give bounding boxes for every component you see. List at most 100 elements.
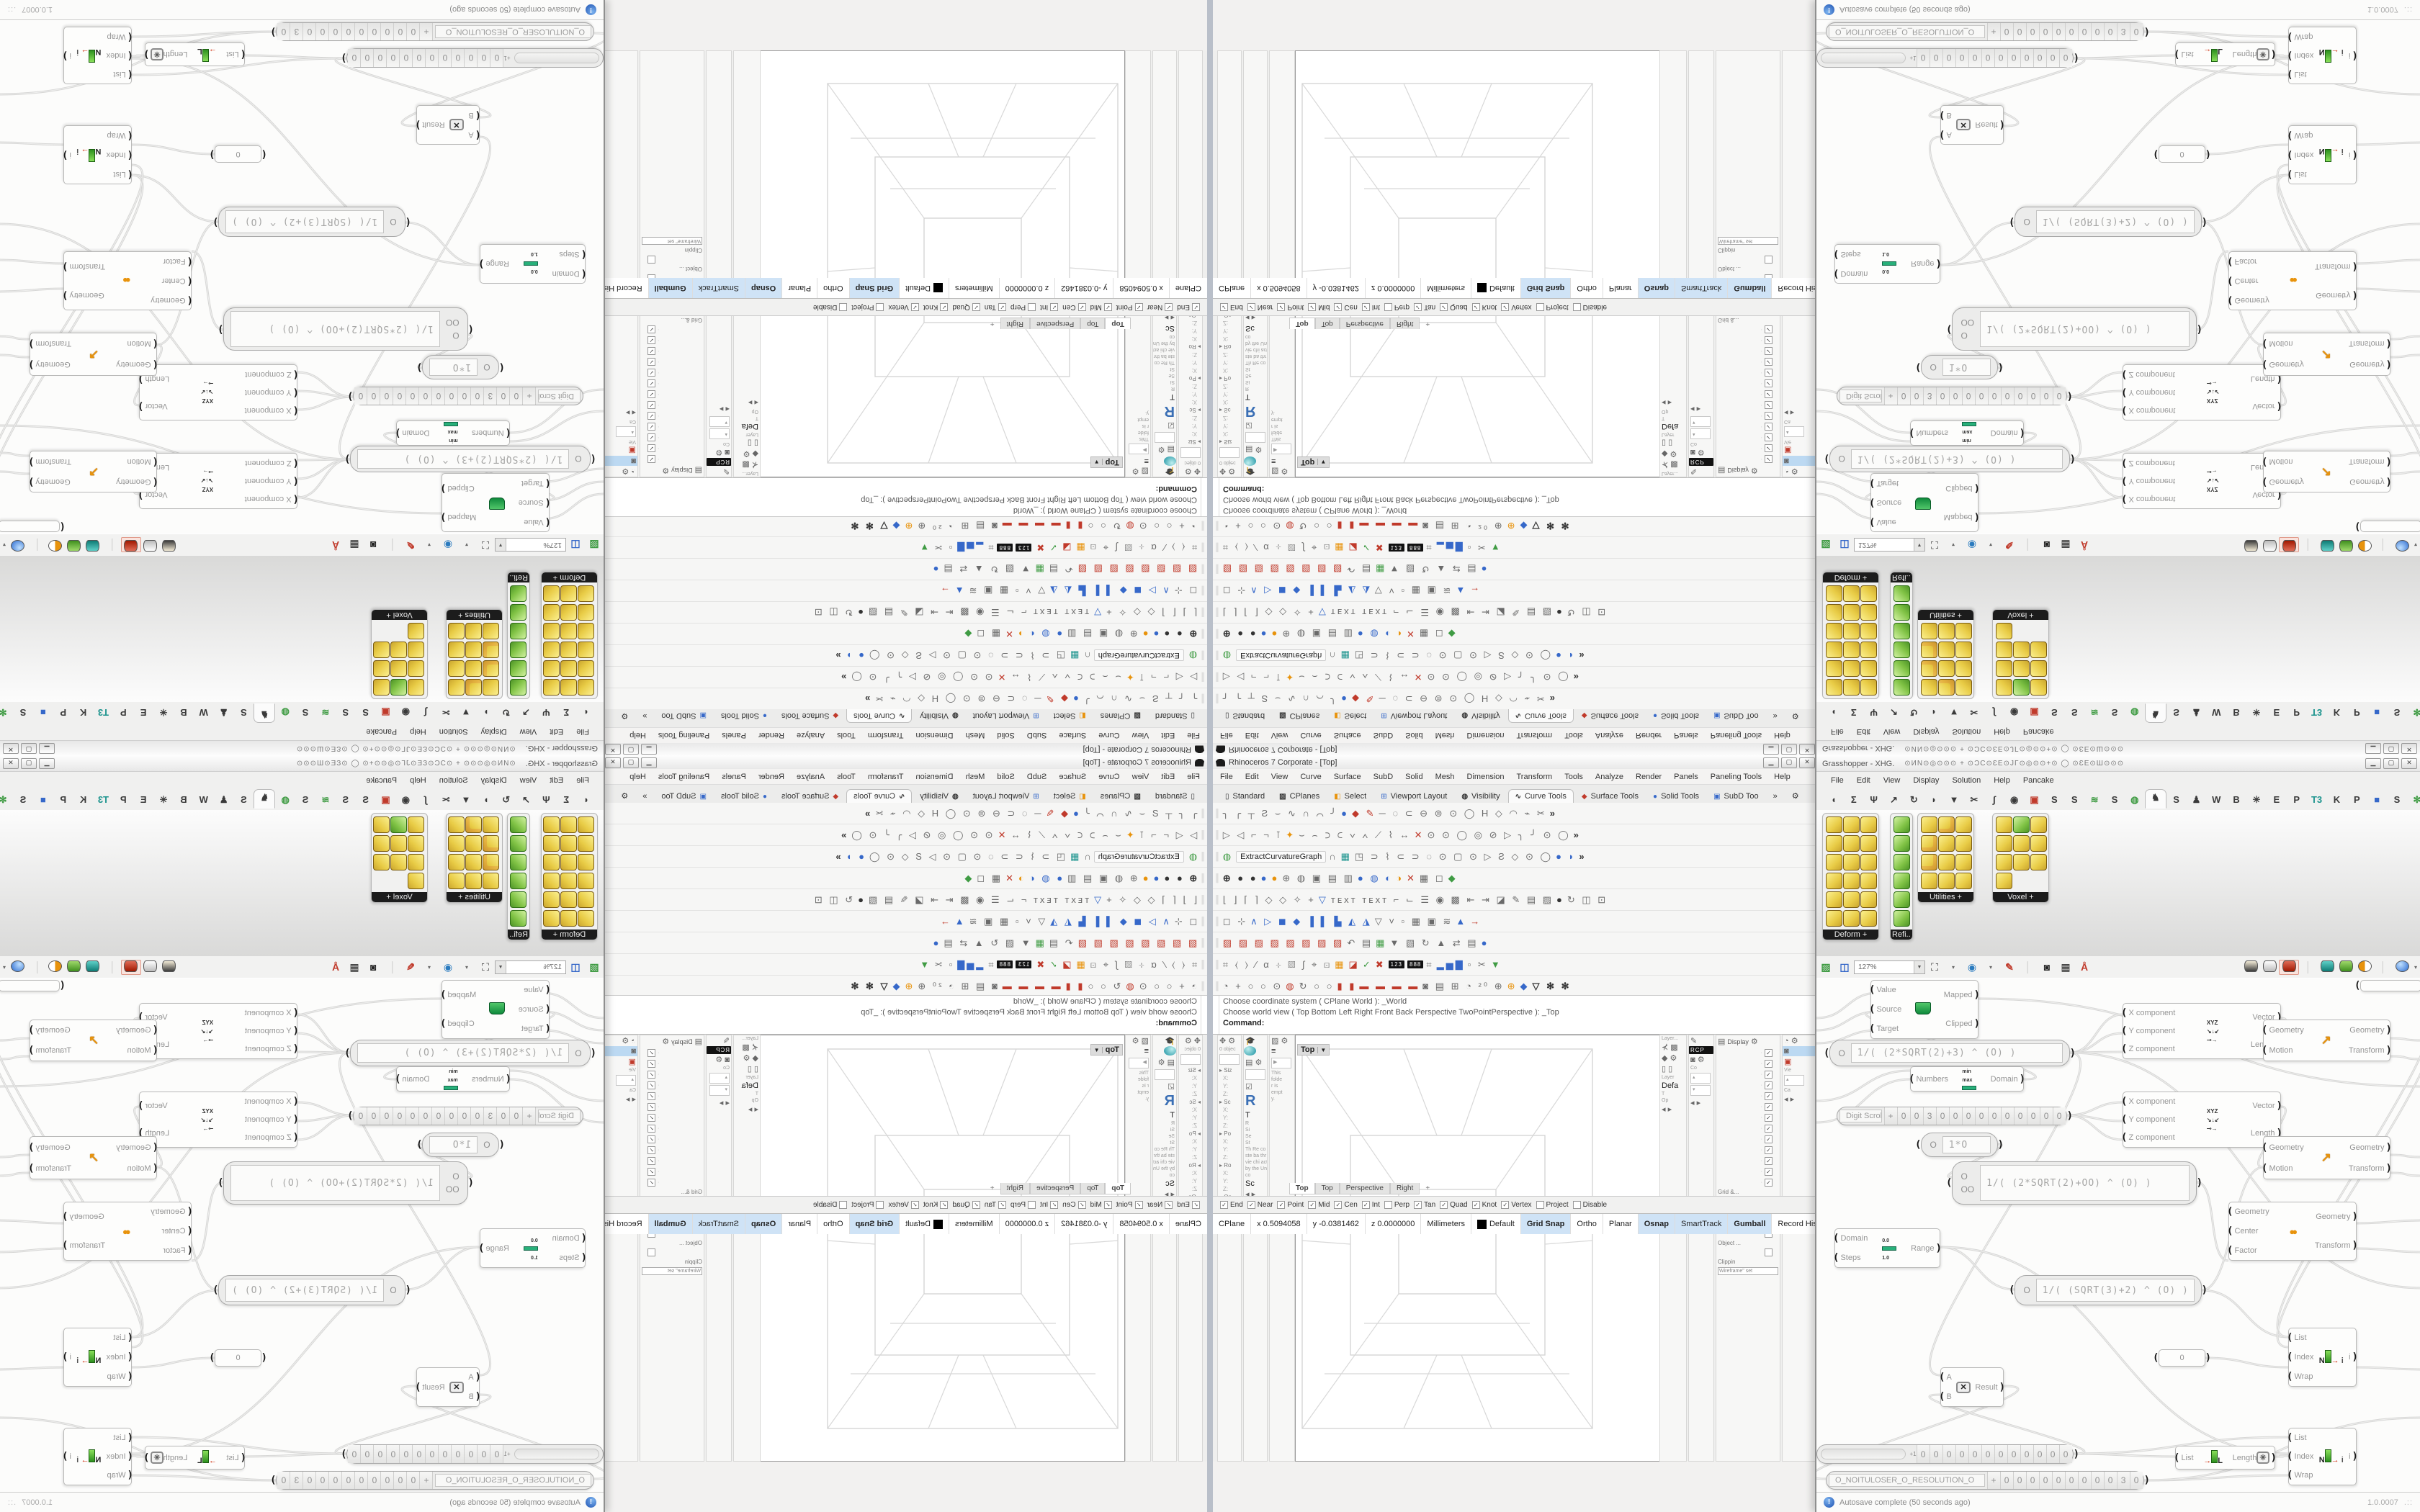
- toolbar-icons[interactable]: ∩: [1329, 650, 1338, 661]
- input-port[interactable]: (: [2227, 1206, 2233, 1218]
- component-icon[interactable]: [483, 816, 499, 833]
- toolbar-icons[interactable]: ⌗: [1426, 542, 1434, 554]
- toolbar-icons[interactable]: ● ◗: [1556, 851, 1577, 862]
- component-icon[interactable]: [1843, 642, 1860, 658]
- gh-tab-13[interactable]: ≋: [2090, 793, 2099, 805]
- osnap-toggle-vertex[interactable]: ✓ Vertex: [888, 1201, 919, 1209]
- component-icon[interactable]: [560, 604, 577, 621]
- toolbar-icons[interactable]: ⌗ ⟨ ⟩ ∕ α ⊹ ▨ ∫ ⌖ ⊡: [1222, 958, 1332, 970]
- viewport-tab-top[interactable]: Top: [1105, 1183, 1131, 1194]
- save-file-icon[interactable]: ◫: [1839, 960, 1850, 973]
- node-output[interactable]: Mapped): [1944, 989, 1980, 1001]
- toolbar-grip-icon[interactable]: ║: [1214, 586, 1220, 595]
- scroller-digit[interactable]: 0: [497, 1107, 511, 1125]
- axes-widget-icon[interactable]: Å: [331, 539, 340, 551]
- status-cell-cplane[interactable]: CPlane: [1213, 278, 1252, 298]
- menu-item-tools[interactable]: Tools: [837, 731, 856, 740]
- checkbox-checked[interactable]: ✓: [647, 1168, 655, 1176]
- menu-item-analyze[interactable]: Analyze: [1595, 731, 1624, 740]
- node-input[interactable]: (X component: [245, 1007, 299, 1019]
- input-port[interactable]: (: [1869, 497, 1876, 509]
- gh-tab-23[interactable]: P: [2293, 707, 2300, 718]
- slider-digit[interactable]: 0: [2045, 49, 2059, 67]
- node-input[interactable]: (Steps: [552, 248, 587, 260]
- toolbar-icons[interactable]: ᴛᴇxᴛ ᴛᴇxᴛ ⌐ ⌙ ☰ ◉ ▩ ⇤ ⇥ ◪ ✎ ▤ ▨: [1330, 894, 1554, 905]
- toolbar-icons[interactable]: ▨ ▨ ▨ ▨ ▨ ▨ ▨ ▨: [1222, 937, 1345, 948]
- node-output[interactable]: Geometry): [2349, 1025, 2392, 1036]
- gh-tab-22[interactable]: E: [140, 707, 147, 718]
- slider-digit[interactable]: 0: [374, 49, 387, 67]
- output-port[interactable]: ): [1973, 989, 1980, 1001]
- toolbar-icons[interactable]: ▽: [1092, 607, 1102, 618]
- toolbar-icons[interactable]: ✕: [995, 672, 1006, 683]
- gh-tab-20[interactable]: B: [180, 794, 187, 805]
- gamepad-icon[interactable]: ▦: [2061, 960, 2071, 973]
- menu-item-dimension[interactable]: Dimension: [1466, 772, 1505, 781]
- checkbox-unchecked[interactable]: [876, 303, 884, 311]
- toolbar-icons[interactable]: ∩: [1329, 851, 1338, 862]
- gh-tab-4[interactable]: ↻: [502, 707, 511, 719]
- gh-tab-22[interactable]: E: [140, 794, 147, 805]
- node-input[interactable]: (Numbers: [1909, 428, 1948, 439]
- palette-group-label[interactable]: Voxel +: [372, 892, 427, 902]
- camera-icon[interactable]: ◙: [369, 961, 377, 973]
- component-icon[interactable]: [1860, 585, 1877, 602]
- gh-menu-item-view[interactable]: View: [1883, 727, 1901, 736]
- expression-text[interactable]: 1*O: [429, 359, 478, 376]
- toolbar-icons[interactable]: ● ◍ ◐: [1357, 629, 1394, 640]
- gh-tab-20[interactable]: B: [2233, 707, 2240, 718]
- palette-group-label[interactable]: Utilities +: [1918, 610, 1973, 620]
- viewport-tab-right[interactable]: Right: [1389, 318, 1420, 329]
- gh-menu-item-pancake[interactable]: Pancake: [2022, 727, 2054, 736]
- component-icon[interactable]: [1921, 660, 1937, 677]
- scroller-digit[interactable]: 3: [484, 387, 498, 405]
- component-icon[interactable]: [578, 604, 594, 621]
- osnap-toggle-project[interactable]: Project: [851, 1201, 884, 1209]
- component-icon[interactable]: [543, 585, 560, 602]
- osnap-toggle-mid[interactable]: ✓ Mid: [1090, 303, 1112, 311]
- input-port[interactable]: (: [2262, 456, 2268, 467]
- status-cell-default[interactable]: Default: [899, 1214, 949, 1234]
- viewport-tab-top[interactable]: Top: [1289, 1183, 1315, 1194]
- checkbox-checked[interactable]: ✓: [1765, 1060, 1773, 1068]
- toolbar-icons[interactable]: ⊕ ◍ ▣ ▤ ▥: [1065, 872, 1138, 883]
- checkbox-checked[interactable]: ✓: [1765, 433, 1773, 441]
- osnap-toggle-cen[interactable]: ✓ Cen: [1062, 1201, 1086, 1209]
- palette-group-label[interactable]: Voxel +: [1993, 610, 2048, 620]
- palette-group-label[interactable]: Refi..: [508, 930, 529, 940]
- node-input[interactable]: (Wrap: [2287, 130, 2313, 141]
- node-output[interactable]: Geometry): [2315, 289, 2358, 301]
- toolbar-icons[interactable]: ↻ ○ ○: [1085, 980, 1121, 991]
- palette-group-label[interactable]: Utilities +: [447, 610, 502, 620]
- component-icon[interactable]: [1996, 660, 2012, 677]
- toolbar-icons[interactable]: ◪: [1348, 542, 1360, 554]
- node-output[interactable]: i): [62, 1451, 71, 1462]
- gh-tab-28[interactable]: S: [2393, 794, 2401, 805]
- gh-menu-item-file[interactable]: File: [576, 776, 589, 785]
- toolbar-icons[interactable]: ✦: [1124, 672, 1134, 683]
- component-icon[interactable]: [408, 873, 424, 889]
- gh-tab-25[interactable]: K: [2333, 707, 2341, 718]
- display-option-row[interactable]: · ✓: [1716, 1123, 1780, 1134]
- output-port[interactable]: ): [28, 1162, 35, 1174]
- toolbar-icons[interactable]: ● ◗: [843, 650, 864, 661]
- display-option-row[interactable]: · ✓: [640, 1156, 704, 1166]
- node-input[interactable]: (Index: [2287, 1451, 2313, 1462]
- toolbar-icons[interactable]: ─ ◌ ⊂ ⊖ ⊜ ⊙ ◯ H ◇ ◠ ⌁ ✂: [873, 693, 1041, 705]
- axes-widget-icon[interactable]: Å: [2080, 539, 2089, 551]
- slider-digit[interactable]: 0: [2033, 1445, 2046, 1463]
- scroller-digit[interactable]: 0: [2026, 1107, 2040, 1125]
- input-port[interactable]: (: [2262, 1162, 2268, 1174]
- component-icon[interactable]: [510, 816, 526, 833]
- gh-menu-item-solution[interactable]: Solution: [1952, 727, 1981, 736]
- input-port[interactable]: (: [187, 294, 193, 306]
- osnap-toggle-knot[interactable]: ✓ Knot: [1471, 1201, 1497, 1209]
- maximize-button[interactable]: ▢: [21, 743, 37, 754]
- input-port[interactable]: (: [581, 1251, 587, 1264]
- toolbar-icons[interactable]: »: [1573, 829, 1581, 840]
- toolbar-icons[interactable]: ◆: [1448, 872, 1458, 883]
- input-port[interactable]: (: [292, 387, 299, 399]
- display-option-row[interactable]: · ✓: [1716, 1102, 1780, 1112]
- checkbox-checked[interactable]: ✓: [1765, 412, 1773, 420]
